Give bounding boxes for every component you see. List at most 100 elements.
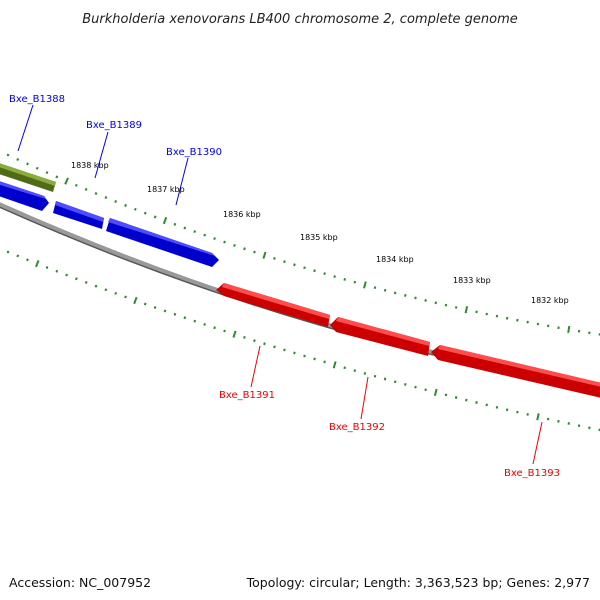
scale-label-1834: 1834 kbp [376, 255, 414, 264]
minor-tick [383, 288, 387, 292]
minor-tick [193, 230, 197, 234]
scale-label-1838: 1838 kbp [71, 161, 109, 170]
minor-tick [114, 291, 118, 295]
minor-tick [35, 166, 39, 170]
genome-summary-text: Topology: circular; Length: 3,363,523 bp… [246, 575, 590, 590]
minor-tick [223, 329, 226, 333]
minor-tick [393, 380, 397, 384]
minor-tick [153, 306, 157, 309]
minor-tick [65, 273, 68, 277]
minor-tick [183, 316, 187, 320]
minor-tick [303, 354, 306, 358]
major-tick [232, 330, 237, 338]
minor-tick [45, 266, 49, 269]
scale-label-1832: 1832 kbp [531, 296, 569, 305]
minor-tick [55, 175, 59, 179]
scale-label-1833: 1833 kbp [453, 276, 491, 285]
major-tick [262, 251, 267, 259]
minor-tick [133, 207, 137, 211]
minor-tick [444, 393, 448, 397]
minor-tick [424, 388, 427, 392]
gene-bxe-b1391[interactable] [216, 283, 330, 327]
minor-tick [465, 398, 468, 402]
minor-tick [404, 383, 407, 386]
gene-label-bxe-b1388[interactable]: Bxe_B1388 [9, 94, 65, 105]
major-tick [133, 296, 138, 305]
minor-tick [26, 162, 29, 166]
minor-tick [333, 275, 336, 278]
minor-tick [404, 294, 407, 297]
minor-tick [203, 233, 207, 237]
minor-tick [454, 396, 458, 399]
minor-tick [16, 157, 20, 162]
minor-tick [183, 226, 187, 230]
minor-tick [143, 211, 147, 215]
minor-tick [153, 215, 157, 219]
gene-bxe-b1390[interactable] [106, 218, 219, 267]
minor-tick [253, 250, 256, 254]
minor-tick [84, 280, 88, 284]
minor-tick [414, 385, 417, 389]
major-tick [567, 325, 571, 334]
gene-bxe-b1388[interactable] [0, 160, 56, 192]
minor-tick [94, 284, 98, 288]
gene-label-bxe-b1391[interactable]: Bxe_B1391 [219, 390, 275, 401]
minor-tick [323, 360, 326, 364]
minor-tick [243, 336, 246, 339]
minor-tick [283, 260, 286, 264]
minor-tick [163, 309, 167, 313]
gene-label-bxe-b1389[interactable]: Bxe_B1389 [86, 120, 142, 131]
minor-tick [104, 288, 108, 292]
label-leaders [17, 104, 543, 465]
minor-tick [577, 424, 581, 428]
minor-tick [45, 171, 49, 175]
minor-tick [353, 369, 357, 373]
backbone-shadow [0, 204, 600, 388]
minor-tick [343, 366, 346, 370]
minor-tick [293, 351, 296, 355]
minor-tick [505, 408, 509, 412]
minor-tick [505, 316, 509, 320]
minor-tick [173, 222, 177, 226]
minor-tick [343, 278, 346, 281]
minor-tick [313, 357, 316, 361]
minor-tick [303, 266, 306, 270]
minor-tick [323, 272, 326, 276]
minor-tick [454, 306, 458, 309]
minor-tick [55, 269, 59, 273]
minor-tick [173, 312, 177, 316]
minor-tick [373, 286, 377, 290]
minor-tick [94, 191, 98, 196]
minor-tick [26, 258, 29, 262]
minor-tick [557, 419, 560, 423]
minor-tick [124, 295, 127, 299]
minor-tick [273, 345, 276, 349]
minor-tick [363, 372, 367, 375]
gene-bxe-b1389[interactable] [0, 178, 104, 229]
minor-tick [567, 422, 570, 425]
gene-bxe-b1393[interactable] [431, 345, 600, 400]
minor-tick [444, 303, 448, 307]
minor-tick [213, 237, 216, 241]
minor-tick [588, 426, 591, 430]
gene-label-bxe-b1392[interactable]: Bxe_B1392 [329, 422, 385, 433]
gene-labels: Bxe_B1388 Bxe_B1389 Bxe_B1390 Bxe_B1391 … [9, 94, 560, 479]
minor-tick [383, 377, 387, 381]
minor-tick [424, 298, 427, 302]
map-title: Burkholderia xenovorans LB400 chromosome… [82, 12, 518, 27]
minor-tick [143, 302, 147, 306]
minor-tick [114, 200, 118, 203]
minor-tick [475, 401, 478, 404]
minor-tick [526, 320, 529, 324]
gene-bxe-b1392[interactable] [330, 317, 430, 356]
gene-label-bxe-b1393[interactable]: Bxe_B1393 [504, 468, 560, 479]
minor-tick [253, 339, 256, 343]
gene-label-bxe-b1390[interactable]: Bxe_B1390 [166, 147, 222, 158]
minor-tick [434, 301, 438, 305]
minor-tick [495, 405, 499, 409]
minor-tick [485, 403, 488, 407]
accession-text: Accession: NC_007952 [9, 575, 152, 590]
scale-labels: 1838 kbp 1837 kbp 1836 kbp 1835 kbp 1834… [71, 161, 569, 305]
major-tick [162, 217, 168, 225]
